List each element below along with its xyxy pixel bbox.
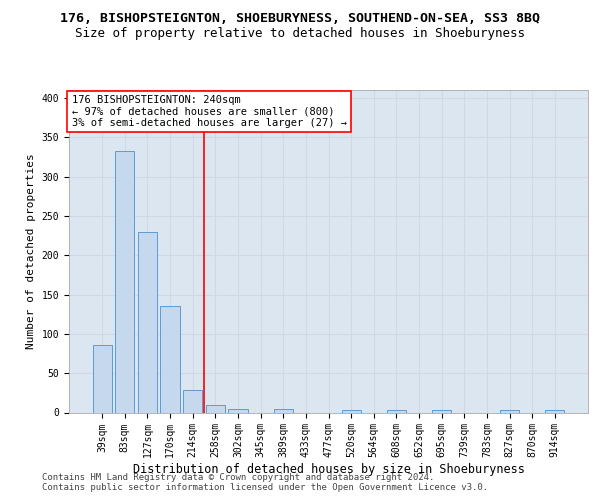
Bar [183,390,202,412]
Bar [92,345,112,412]
Bar [229,408,248,412]
Bar [432,410,451,412]
Bar [500,410,519,412]
Text: Contains HM Land Registry data © Crown copyright and database right 2024.
Contai: Contains HM Land Registry data © Crown c… [42,472,488,492]
Bar [206,404,225,412]
Bar [387,410,406,412]
Bar [274,408,293,412]
Text: 176 BISHOPSTEIGNTON: 240sqm
← 97% of detached houses are smaller (800)
3% of sem: 176 BISHOPSTEIGNTON: 240sqm ← 97% of det… [71,95,347,128]
Bar [160,306,180,412]
Bar [115,150,134,412]
Bar [341,410,361,412]
Bar [138,232,157,412]
Y-axis label: Number of detached properties: Number of detached properties [26,154,36,349]
Text: 176, BISHOPSTEIGNTON, SHOEBURYNESS, SOUTHEND-ON-SEA, SS3 8BQ: 176, BISHOPSTEIGNTON, SHOEBURYNESS, SOUT… [60,12,540,26]
Bar [545,410,565,412]
X-axis label: Distribution of detached houses by size in Shoeburyness: Distribution of detached houses by size … [133,463,524,476]
Text: Size of property relative to detached houses in Shoeburyness: Size of property relative to detached ho… [75,28,525,40]
